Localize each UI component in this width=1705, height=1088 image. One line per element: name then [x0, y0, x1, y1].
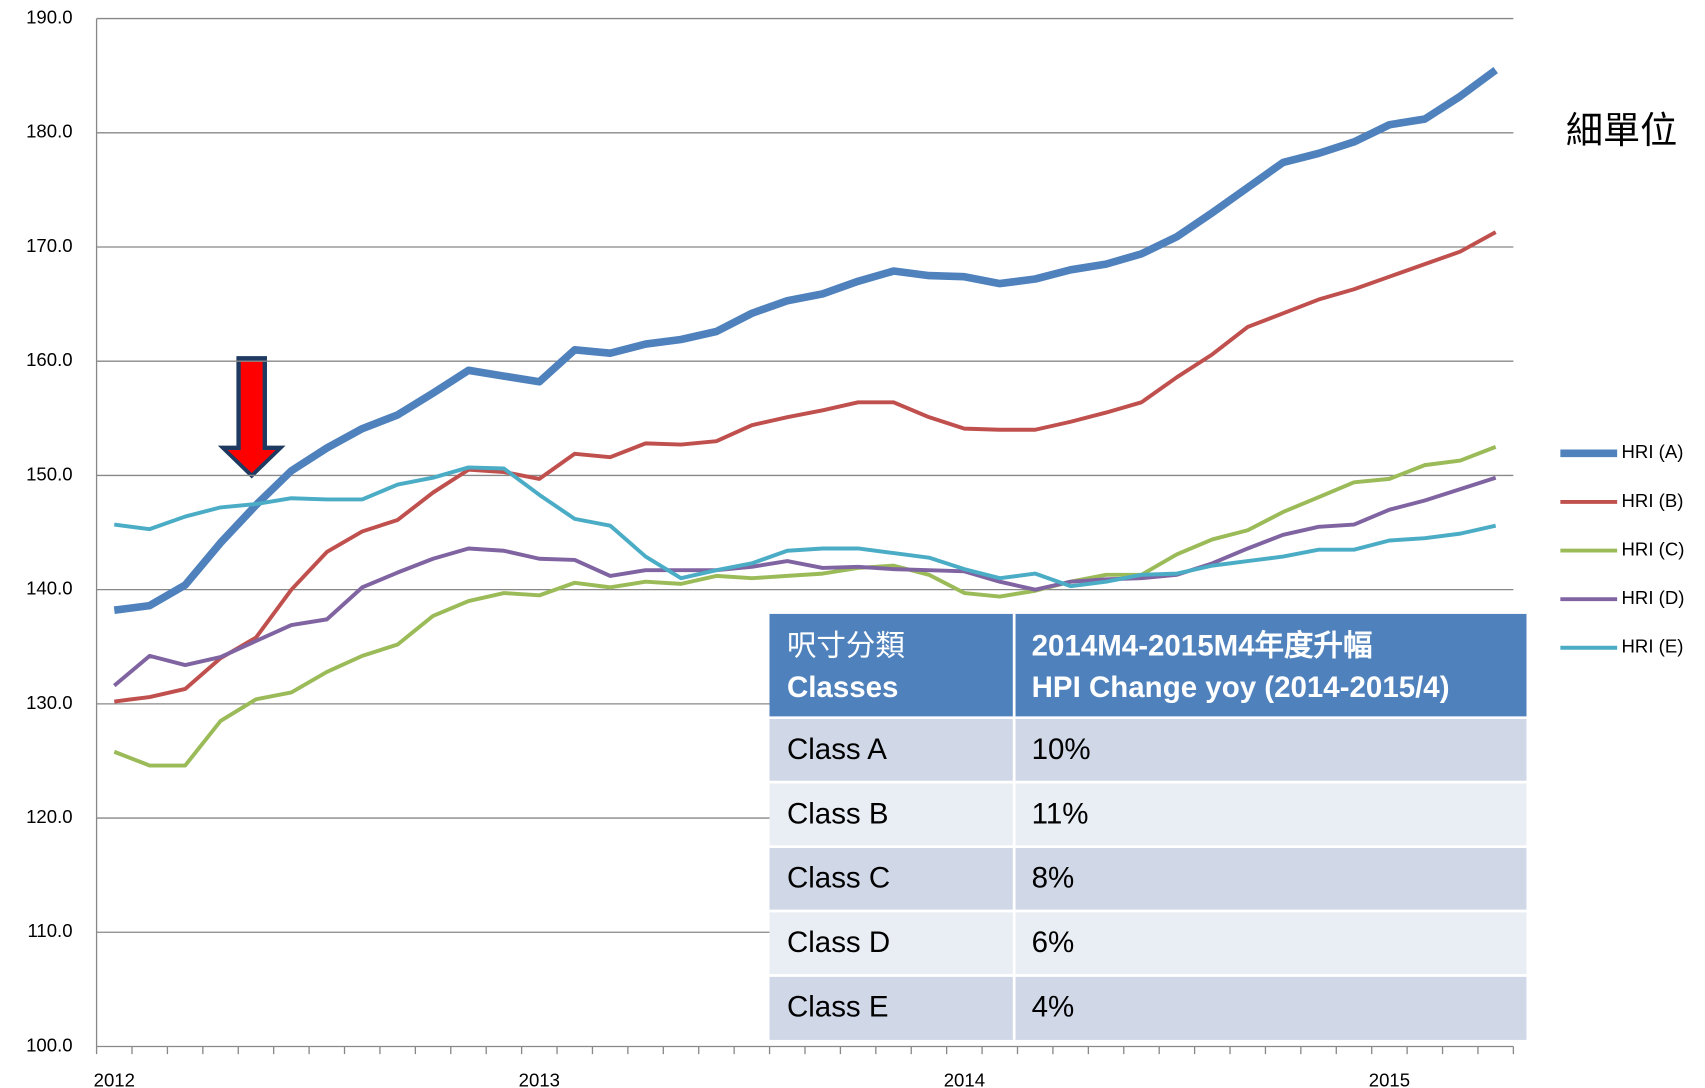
legend-label: HRI (C)	[1622, 538, 1685, 559]
y-tick-label: 130.0	[26, 692, 72, 713]
x-tick-label: 2013	[519, 1069, 560, 1088]
annotation: 細單位	[1566, 109, 1677, 151]
table-row-bg	[769, 717, 1527, 783]
x-tick-label: 2012	[94, 1069, 135, 1088]
line-series	[113, 475, 1497, 688]
table-row-bg	[769, 911, 1527, 976]
table-cell: 8%	[1032, 862, 1075, 895]
line-series	[114, 230, 1497, 704]
legend-label: HRI (B)	[1622, 490, 1684, 511]
line-series	[113, 66, 1498, 614]
legend-label: HRI (A)	[1622, 441, 1684, 462]
red-arrow	[217, 356, 286, 479]
table-cell: Class D	[787, 926, 890, 959]
y-tick-label: 180.0	[26, 121, 72, 142]
table-row-bg	[769, 846, 1527, 912]
y-tick-label: 120.0	[26, 806, 72, 827]
table-cell: Class B	[787, 797, 889, 830]
table-cell: 6%	[1032, 926, 1075, 959]
line-series	[113, 445, 1497, 768]
table-cell: 4%	[1032, 991, 1075, 1024]
table-cell: Class A	[787, 733, 887, 766]
x-tick-label: 2015	[1369, 1069, 1410, 1088]
y-tick-label: 140.0	[26, 578, 72, 599]
x-tick-label: 2014	[944, 1069, 985, 1088]
line-series	[114, 465, 1497, 589]
table-cell: Class E	[787, 991, 889, 1024]
table-header: Classes	[787, 671, 898, 704]
table-row-bg	[769, 782, 1527, 847]
table-header: 2014M4-2015M4年度升幅	[1032, 630, 1373, 663]
y-tick-label: 170.0	[26, 235, 72, 256]
table-header-bg	[769, 613, 1527, 718]
legend-label: HRI (E)	[1622, 636, 1684, 657]
y-tick-label: 160.0	[26, 349, 72, 370]
table-header: 呎寸分類	[787, 630, 905, 663]
table-cell: 10%	[1032, 733, 1091, 766]
table-cell: Class C	[787, 862, 890, 895]
table-row-bg	[769, 975, 1527, 1040]
y-tick-label: 150.0	[26, 463, 72, 484]
table-header: HPI Change yoy (2014-2015/4)	[1032, 671, 1450, 704]
legend-label: HRI (D)	[1622, 587, 1685, 608]
y-tick-label: 110.0	[27, 920, 72, 941]
table-cell: 11%	[1032, 797, 1089, 830]
y-tick-label: 190.0	[26, 6, 72, 27]
y-tick-label: 100.0	[26, 1034, 72, 1055]
